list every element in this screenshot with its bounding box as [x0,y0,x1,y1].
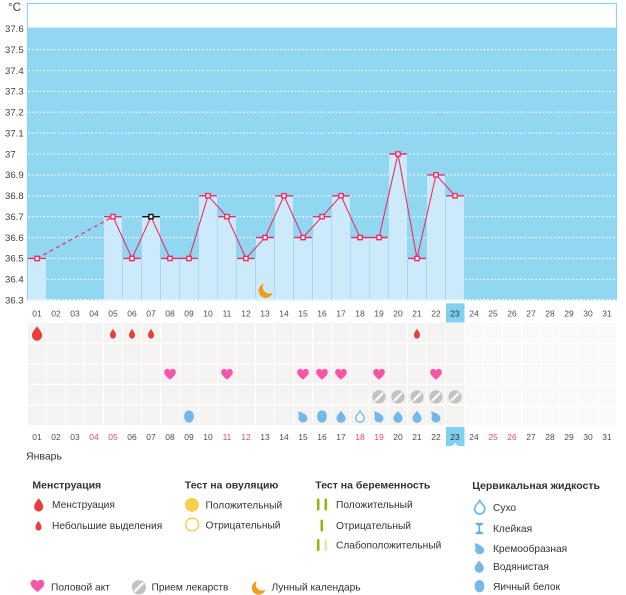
svg-text:36.9: 36.9 [5,170,24,181]
svg-text:25: 25 [488,432,498,442]
svg-text:Сухо: Сухо [493,503,516,514]
svg-text:03: 03 [70,309,80,319]
svg-text:31: 31 [602,432,612,442]
svg-text:37.2: 37.2 [5,108,24,119]
svg-text:29: 29 [564,309,574,319]
svg-text:28: 28 [545,309,555,319]
svg-text:13: 13 [260,309,270,319]
svg-text:Менструация: Менструация [52,500,115,511]
svg-text:Отрицательный: Отрицательный [206,520,281,531]
svg-text:Менструация: Менструация [32,479,101,491]
svg-text:06: 06 [127,309,137,319]
svg-text:36.3: 36.3 [5,296,24,307]
svg-text:Прием лекарств: Прием лекарств [152,582,229,593]
svg-text:08: 08 [165,432,175,442]
svg-text:01: 01 [32,432,42,442]
svg-text:17: 17 [336,432,346,442]
svg-text:27: 27 [526,309,536,319]
svg-text:15: 15 [298,309,308,319]
svg-text:Цервикальная жидкость: Цервикальная жидкость [472,480,600,492]
svg-text:23: 23 [450,432,460,442]
svg-text:37.4: 37.4 [5,66,24,77]
svg-text:Небольшие выделения: Небольшие выделения [52,520,162,532]
svg-text:07: 07 [146,432,156,442]
svg-text:31: 31 [602,309,612,319]
svg-text:20: 20 [393,432,403,442]
svg-text:Положительный: Положительный [336,500,413,511]
svg-text:14: 14 [279,432,289,442]
svg-text:03: 03 [70,432,80,442]
svg-text:36.5: 36.5 [5,254,24,265]
svg-text:Клейкая: Клейкая [493,524,532,535]
svg-text:04: 04 [89,309,99,319]
svg-text:24: 24 [469,432,479,442]
svg-text:02: 02 [51,432,61,442]
svg-text:28: 28 [545,432,555,442]
svg-text:19: 19 [374,309,384,319]
svg-text:04: 04 [89,432,99,442]
svg-text:Яичный белок: Яичный белок [493,581,561,593]
svg-text:30: 30 [583,432,593,442]
svg-text:Тест на беременность: Тест на беременность [315,479,431,491]
svg-text:01: 01 [32,309,42,319]
svg-text:05: 05 [108,432,118,442]
svg-text:23: 23 [450,309,460,319]
svg-text:11: 11 [223,309,232,319]
svg-text:02: 02 [51,309,61,319]
svg-text:Положительный: Положительный [206,500,283,511]
svg-text:27: 27 [526,432,536,442]
svg-text:18: 18 [355,309,365,319]
svg-text:37.1: 37.1 [5,128,24,139]
svg-text:37.6: 37.6 [5,24,24,35]
svg-text:37.3: 37.3 [5,87,24,98]
svg-text:09: 09 [184,432,194,442]
svg-text:22: 22 [431,432,441,442]
svg-text:29: 29 [564,432,574,442]
svg-text:14: 14 [279,309,289,319]
svg-text:16: 16 [317,309,327,319]
svg-text:Отрицательный: Отрицательный [336,521,411,532]
svg-text:Лунный календарь: Лунный календарь [272,582,361,593]
svg-text:Тест на овуляцию: Тест на овуляцию [185,479,279,491]
svg-text:05: 05 [108,309,118,319]
svg-text:06: 06 [127,432,137,442]
svg-text:17: 17 [336,309,346,319]
svg-text:36.4: 36.4 [5,275,24,286]
svg-text:12: 12 [241,309,251,319]
svg-text:18: 18 [355,432,365,442]
svg-text:25: 25 [488,309,498,319]
svg-text:30: 30 [583,309,593,319]
svg-text:20: 20 [393,309,403,319]
svg-text:37.5: 37.5 [5,45,24,56]
svg-text:21: 21 [412,309,422,319]
svg-text:36.6: 36.6 [5,233,24,244]
svg-text:19: 19 [374,432,384,442]
svg-text:26: 26 [507,432,517,442]
svg-text:16: 16 [317,432,327,442]
svg-text:Январь: Январь [26,451,63,463]
svg-text:37: 37 [5,149,16,160]
svg-text:13: 13 [260,432,270,442]
svg-text:11: 11 [223,432,232,442]
svg-text:36.7: 36.7 [5,212,24,223]
svg-text:09: 09 [184,309,194,319]
svg-text:°C: °C [8,2,21,14]
svg-text:08: 08 [165,309,175,319]
svg-text:Половой акт: Половой акт [51,582,110,593]
svg-text:10: 10 [203,309,213,319]
svg-text:Слабоположительный: Слабоположительный [336,540,441,552]
svg-text:12: 12 [241,432,251,442]
svg-text:Кремообразная: Кремообразная [493,543,567,555]
svg-text:22: 22 [431,309,441,319]
svg-text:26: 26 [507,309,517,319]
svg-text:Водянистая: Водянистая [493,562,549,573]
svg-text:15: 15 [298,432,308,442]
svg-text:07: 07 [146,309,156,319]
svg-text:24: 24 [469,309,479,319]
svg-text:36.8: 36.8 [5,191,24,202]
svg-text:21: 21 [412,432,422,442]
svg-text:10: 10 [203,432,213,442]
